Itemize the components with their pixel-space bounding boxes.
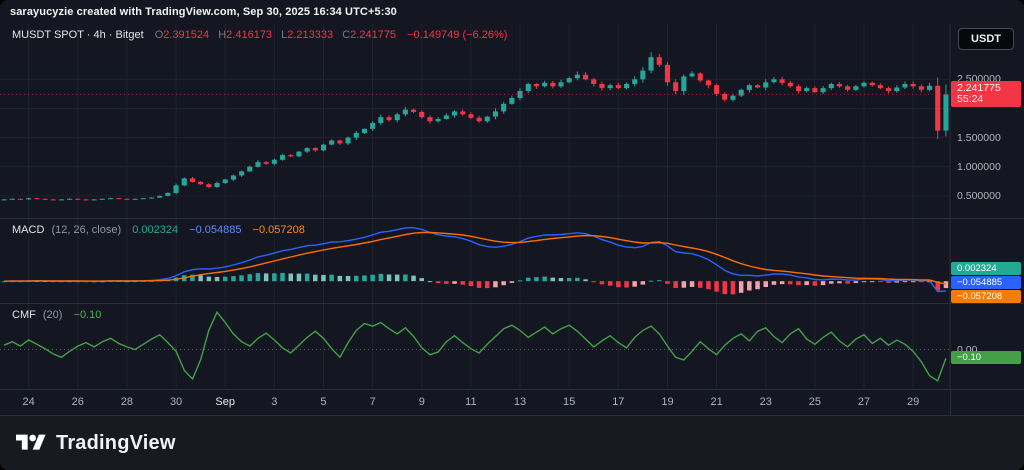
time-axis-label: 11 (465, 396, 477, 408)
time-axis-label: 23 (759, 396, 772, 408)
currency-toggle-button[interactable]: USDT (958, 28, 1014, 50)
high-value: H2.416173 (218, 29, 273, 41)
low-value: L2.213333 (281, 29, 334, 41)
price-axis[interactable]: 2.241775 55:24 2.500000 1.500000 1.000000 0… (950, 24, 1024, 218)
price-pane[interactable]: 2.241775 55:24 2.500000 1.500000 1.000000 0… (0, 24, 1024, 219)
macd-legend[interactable]: MACD (12, 26, close) 0.002324 −0.054885 … (12, 224, 305, 236)
time-axis-label: 28 (120, 396, 134, 408)
cmf-plot[interactable] (0, 304, 1024, 389)
macd-params: (12, 26, close) (51, 224, 122, 236)
time-axis-label: 15 (563, 396, 576, 408)
chart-area: 2.241775 55:24 2.500000 1.500000 1.000000 0… (0, 24, 1024, 415)
price-axis-label: 1.500000 (957, 131, 1001, 144)
tradingview-logo-icon[interactable] (16, 431, 46, 455)
time-axis-label: 17 (612, 396, 625, 408)
time-axis-label: 9 (418, 396, 425, 408)
macd-pane[interactable]: 0.002324 −0.054885 −0.057208 MACD (12, 2… (0, 219, 1024, 304)
time-axis[interactable]: 24 26 28 30 Sep 3 5 7 9 11 13 15 17 19 21 23 25 27 29 (0, 389, 1024, 415)
macd-title: MACD (12, 224, 45, 236)
symbol-title: MUSDT SPOT · 4h · Bitget (12, 29, 144, 41)
time-axis-label: 30 (169, 396, 183, 408)
macd-line-badge: −0.054885 (951, 276, 1021, 289)
time-axis-label: 29 (907, 396, 920, 408)
macd-plot[interactable] (0, 219, 1024, 303)
time-axis-label: 13 (513, 396, 527, 408)
time-axis-label: 7 (369, 396, 376, 408)
macd-signal-badge: −0.057208 (951, 290, 1021, 303)
price-axis-label: 1.000000 (957, 160, 1001, 173)
cmf-legend[interactable]: CMF (20) −0.10 (12, 309, 101, 321)
macd-hist-value: 0.002324 (132, 224, 179, 236)
time-axis-label: 19 (661, 396, 674, 408)
macd-line-value: −0.054885 (189, 224, 242, 236)
open-value: O2.391524 (154, 29, 210, 41)
time-axis-label: 26 (71, 396, 84, 408)
time-axis-label: 25 (808, 396, 821, 408)
time-axis-label: 24 (22, 396, 35, 408)
cmf-title: CMF (12, 309, 36, 321)
time-axis-label: 21 (710, 396, 723, 408)
close-value: C2.241775 (342, 29, 397, 41)
macd-histogram-badge: 0.002324 (951, 262, 1021, 275)
last-price-badge: 2.241775 55:24 (951, 81, 1021, 108)
last-price-value: 2.241775 (957, 82, 1001, 95)
time-axis-label: 3 (271, 396, 278, 408)
cmf-pane[interactable]: 0.00 −0.10 CMF (20) −0.10 (0, 304, 1024, 389)
tradingview-wordmark[interactable]: TradingView (56, 431, 176, 454)
brand-bar: TradingView (0, 415, 1024, 470)
change-value: −0.149749 (−6.26%) (407, 29, 508, 41)
attribution-bar: sarayucyzie created with TradingView.com… (0, 0, 1024, 24)
macd-signal-value: −0.057208 (252, 224, 305, 236)
cmf-params: (20) (42, 309, 63, 321)
price-axis-label: 0.500000 (957, 189, 1001, 202)
macd-axis[interactable]: 0.002324 −0.054885 −0.057208 (950, 219, 1024, 303)
bar-countdown: 55:24 (957, 93, 984, 106)
time-axis-label: 27 (857, 396, 871, 408)
time-axis-label: Sep (215, 396, 235, 408)
candlestick-plot[interactable] (0, 24, 1024, 218)
time-axis-label: 5 (320, 396, 327, 408)
attribution-text: sarayucyzie created with TradingView.com… (10, 6, 397, 18)
cmf-axis[interactable]: 0.00 −0.10 (950, 304, 1024, 389)
symbol-legend[interactable]: MUSDT SPOT · 4h · Bitget O2.391524 H2.41… (12, 29, 507, 41)
cmf-value: −0.10 (73, 309, 102, 321)
cmf-value-badge: −0.10 (951, 351, 1021, 365)
